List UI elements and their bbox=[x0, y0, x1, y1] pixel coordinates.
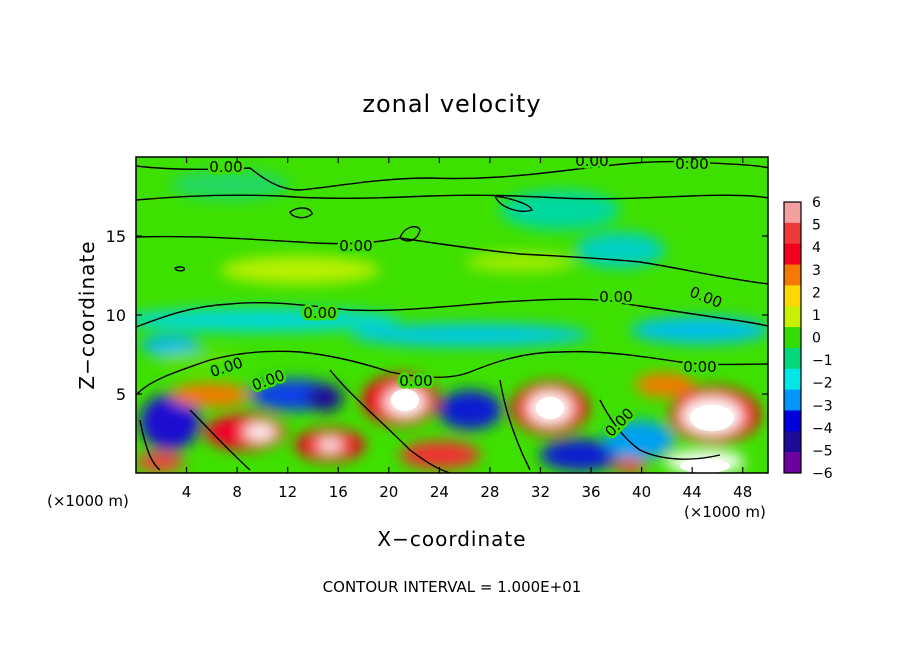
colorbar-swatch bbox=[784, 306, 801, 328]
colorbar-swatch bbox=[784, 285, 801, 307]
x-axis-label: X−coordinate bbox=[377, 527, 526, 551]
y-axis: 5 10 15 bbox=[106, 227, 768, 404]
x-tick-label: 40 bbox=[632, 483, 651, 501]
x-tick-label: 8 bbox=[232, 483, 242, 501]
y-tick-label: 5 bbox=[116, 385, 126, 404]
colorbar-swatch bbox=[784, 389, 801, 411]
colorbar-swatch bbox=[784, 452, 801, 474]
colorbar-swatch bbox=[784, 410, 801, 432]
colorbar-tick-label: −4 bbox=[812, 421, 833, 437]
x-tick-label: 36 bbox=[581, 483, 600, 501]
x-tick-label: 24 bbox=[430, 483, 449, 501]
colorbar-swatch bbox=[784, 202, 801, 224]
colorbar-tick-label: 1 bbox=[812, 308, 821, 324]
contour-label: 0.00 bbox=[303, 304, 336, 322]
colorbar-tick-label: 2 bbox=[812, 285, 821, 301]
x-unit-label-right: (×1000 m) bbox=[684, 503, 766, 521]
y-tick-label: 10 bbox=[106, 306, 126, 325]
colorbar-swatch bbox=[784, 264, 801, 286]
colorbar-tick-label: −6 bbox=[812, 466, 833, 482]
colorbar-tick-label: −3 bbox=[812, 398, 833, 414]
contour-label: 0.00 bbox=[339, 237, 372, 255]
x-tick-label: 44 bbox=[683, 483, 702, 501]
x-tick-label: 12 bbox=[278, 483, 297, 501]
velocity-field: 0.00 0.00 0.00 0.00 0.00 0.00 0.00 0.00 … bbox=[136, 152, 768, 473]
colorbar-tick-label: 0 bbox=[812, 331, 821, 347]
colorbar-frame bbox=[783, 201, 802, 474]
plot-area: 0.00 0.00 0.00 0.00 0.00 0.00 0.00 0.00 … bbox=[106, 152, 769, 501]
contour-label: 0.00 bbox=[399, 372, 432, 390]
colorbar-tick-label: 3 bbox=[812, 263, 821, 279]
chart-title: zonal velocity bbox=[362, 90, 541, 118]
colorbar-swatch bbox=[784, 222, 801, 245]
colorbar-swatch bbox=[784, 431, 801, 453]
footer-note: CONTOUR INTERVAL = 1.000E+01 bbox=[323, 578, 582, 596]
colorbar-tick-label: 4 bbox=[812, 240, 821, 256]
x-tick-label: 28 bbox=[480, 483, 499, 501]
colorbar-swatch bbox=[784, 368, 801, 391]
colorbar-tick-label: 6 bbox=[812, 195, 821, 211]
contour-label: 0.00 bbox=[209, 158, 242, 176]
colorbar-swatch bbox=[784, 243, 801, 266]
x-tick-label: 20 bbox=[379, 483, 398, 501]
colorbar-tick-label: −5 bbox=[812, 443, 833, 459]
colorbar-swatch bbox=[784, 347, 801, 370]
contour-label: 0.00 bbox=[675, 155, 708, 173]
x-tick-label: 48 bbox=[733, 483, 752, 501]
x-tick-label: 4 bbox=[182, 483, 192, 501]
y-tick-label: 15 bbox=[106, 227, 126, 246]
contour-label: 0.00 bbox=[599, 288, 632, 306]
contour-label: 0.00 bbox=[575, 152, 608, 170]
colorbar-tick-label: 5 bbox=[812, 218, 821, 234]
colorbar: 6 5 4 3 2 1 0 −1 −2 −3 −4 −5 −6 bbox=[783, 195, 833, 482]
x-unit-label-left: (×1000 m) bbox=[47, 492, 129, 510]
x-axis: 4 8 12 16 20 24 28 32 36 40 44 48 bbox=[182, 157, 752, 501]
contour-label: 0.00 bbox=[683, 358, 716, 376]
y-axis-label: Z−coordinate bbox=[75, 240, 99, 389]
colorbar-swatch bbox=[784, 327, 801, 349]
x-tick-label: 32 bbox=[531, 483, 550, 501]
x-tick-label: 16 bbox=[329, 483, 348, 501]
colorbar-tick-label: −1 bbox=[812, 353, 833, 369]
colorbar-tick-label: −2 bbox=[812, 376, 833, 392]
